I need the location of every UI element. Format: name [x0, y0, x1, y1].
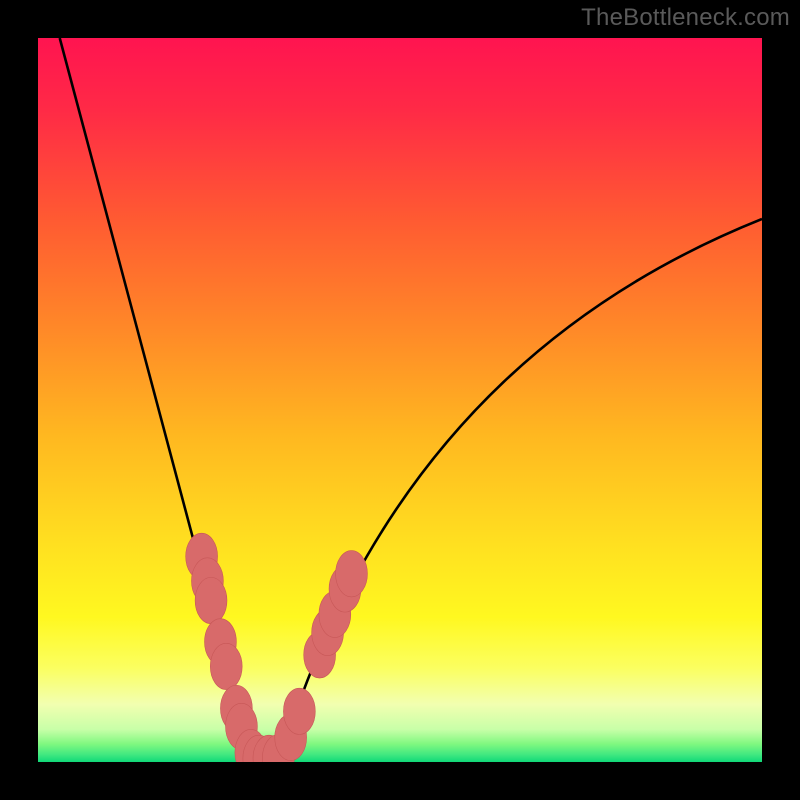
gradient-background	[38, 38, 762, 762]
plot-area	[38, 38, 762, 762]
data-marker	[195, 577, 227, 623]
watermark-text: TheBottleneck.com	[581, 4, 790, 32]
data-marker	[283, 688, 315, 734]
data-marker	[210, 643, 242, 689]
chart-container: TheBottleneck.com	[0, 0, 800, 800]
data-marker	[336, 551, 368, 597]
plot-svg	[38, 38, 762, 762]
